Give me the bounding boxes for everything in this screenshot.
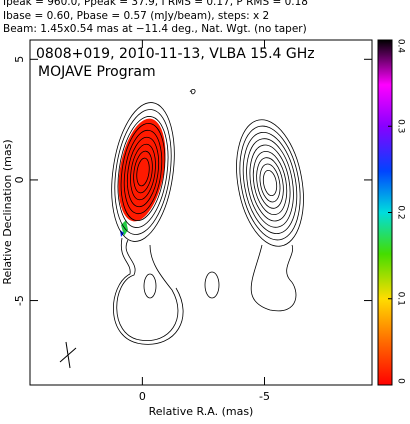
contour [262,169,278,197]
y-tick-label: 5 [13,56,26,63]
plot-frame [29,39,373,386]
contour [204,271,220,299]
contour [111,102,175,242]
contour [250,244,297,312]
contour [143,273,157,299]
chart-title: 0808+019, 2010-11-13, VLBA 15.4 GHz [36,46,315,62]
x-axis-label: Relative R.A. (mas) [149,405,254,418]
header-line: Ipeak = 960.0, Ppeak = 37.9, I RMS = 0.1… [3,0,308,8]
header-line: Ibase = 0.60, Pbase = 0.57 (mJy/beam), s… [3,10,269,22]
contour [256,157,284,209]
colorbar-tick-label: 0.4 [396,39,406,54]
beam [65,341,71,369]
contour [126,136,160,208]
plot-area [111,88,304,345]
contour [133,150,153,194]
contour [246,138,294,228]
y-axis-label: Relative Declination (mas) [1,139,14,284]
colorbar-tick-label: 0 [396,378,406,384]
contour [249,144,291,222]
contour [259,163,281,203]
contour [120,122,166,222]
colorbar-tick-label: 0.2 [396,205,406,219]
colorbar-tick-label: 0.3 [396,119,406,133]
contour [114,109,172,235]
contour [116,239,179,341]
chart-subtitle: MOJAVE Program [38,64,156,80]
x-tick-label: 0 [139,390,146,403]
contour [123,129,163,215]
contour [239,125,301,241]
contour [236,119,304,247]
contour [242,131,298,235]
contour [252,150,288,216]
colorbar-tick-label: 0.1 [396,292,406,306]
contour [117,116,169,228]
contour [113,237,184,345]
y-tick-label: -5 [13,295,26,306]
contour [136,157,150,187]
contour [189,88,196,95]
intensity-fill [118,118,166,222]
header-line: Beam: 1.45x0.54 mas at −11.4 deg., Nat. … [3,23,307,35]
contour [130,143,156,201]
x-tick-label: -5 [259,390,270,403]
y-tick-label: 0 [13,176,26,183]
